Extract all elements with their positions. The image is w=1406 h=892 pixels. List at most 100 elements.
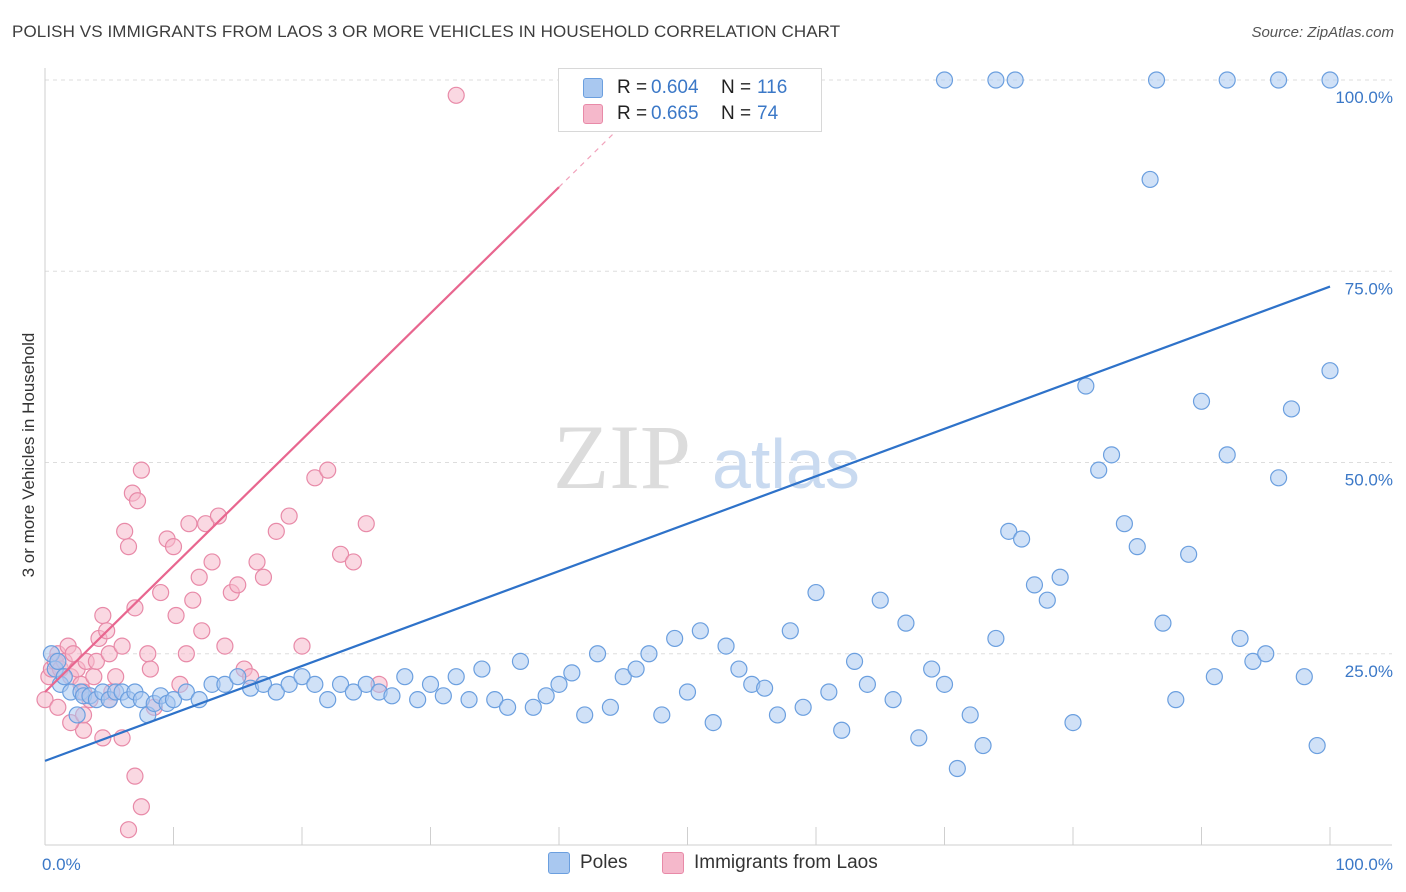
y-tick-label: 50.0% <box>1345 471 1393 490</box>
poles-point <box>396 668 414 686</box>
watermark: ZIP atlas <box>553 406 860 508</box>
poles-point <box>1102 446 1121 464</box>
poles-point <box>1147 71 1166 89</box>
poles-point <box>1269 71 1288 89</box>
legend-item-laos: Immigrants from Laos <box>662 852 878 874</box>
laos-point <box>128 492 147 510</box>
poles-point <box>524 698 542 716</box>
n-label: N = <box>721 77 752 98</box>
poles-point <box>1321 362 1339 380</box>
axes <box>44 68 1392 846</box>
poles-point <box>319 691 337 709</box>
laos-point <box>209 507 228 525</box>
poles-point <box>1025 576 1044 594</box>
poles-point <box>1269 469 1288 487</box>
n-label: N = <box>721 103 752 124</box>
poles-point <box>871 591 889 609</box>
series-legend: Poles Immigrants from Laos <box>0 852 1406 876</box>
y-tick-label: 25.0% <box>1345 662 1393 681</box>
poles-point <box>1295 668 1313 686</box>
poles-point <box>1090 461 1108 479</box>
poles-point <box>254 675 273 693</box>
poles-point <box>948 759 966 778</box>
poles-point <box>447 668 465 686</box>
poles-point <box>55 668 73 686</box>
poles-point <box>884 691 902 709</box>
poles-point <box>331 675 350 693</box>
poles-legend-swatch <box>548 852 570 874</box>
y-axis-label: 3 or more Vehicles in Household <box>19 333 38 578</box>
poles-point <box>511 652 530 671</box>
r-value: 0.665 <box>651 103 699 124</box>
poles-point <box>640 645 658 663</box>
laos-point <box>267 522 285 540</box>
legend-row-laos: R = 0.665 N = 74 <box>583 102 778 126</box>
x-tick-label: 0.0% <box>42 855 81 874</box>
poles-point <box>216 675 234 693</box>
r-label: R = <box>617 77 648 98</box>
laos-point <box>119 821 138 839</box>
poles-point <box>666 629 684 648</box>
poles-point <box>781 622 799 640</box>
laos-point <box>49 698 67 716</box>
poles-point <box>499 698 517 716</box>
poles-point <box>563 664 581 682</box>
poles-point <box>164 691 183 709</box>
poles-point <box>833 721 851 739</box>
poles-point <box>1154 614 1172 632</box>
poles-point <box>974 736 992 755</box>
laos-point <box>306 469 324 487</box>
poles-point <box>1321 71 1339 89</box>
laos-point <box>203 553 221 571</box>
watermark-atlas: atlas <box>712 425 860 503</box>
laos-point <box>139 645 157 663</box>
laos-point <box>357 515 375 533</box>
poles-point <box>190 691 208 709</box>
poles-point <box>987 71 1005 89</box>
poles-point <box>1231 629 1249 648</box>
poles-point <box>704 713 722 732</box>
poles-point <box>421 675 440 693</box>
poles-point <box>627 660 645 678</box>
poles-point <box>576 706 594 724</box>
laos-point <box>331 545 350 563</box>
laos-point <box>280 507 298 525</box>
laos-point <box>87 652 106 671</box>
laos-legend-swatch <box>662 852 684 874</box>
poles-point <box>537 687 555 705</box>
poles-point <box>730 660 748 678</box>
poles-point <box>601 698 620 716</box>
poles-point <box>473 660 491 678</box>
laos-point <box>132 798 150 816</box>
x-tick-label: 100.0% <box>1335 855 1393 874</box>
poles-point <box>1141 170 1159 189</box>
poles-point <box>486 691 504 709</box>
laos-point <box>184 591 202 609</box>
chart-title: POLISH VS IMMIGRANTS FROM LAOS 3 OR MORE… <box>12 22 841 41</box>
poles-point <box>987 629 1005 648</box>
poles-point <box>267 683 285 701</box>
legend-item-poles: Poles <box>548 852 628 874</box>
laos-point <box>119 538 138 556</box>
n-value: 74 <box>757 103 779 124</box>
poles-point <box>460 691 478 709</box>
correlation-legend: R = 0.604 N = 116 R = 0.665 N = 74 <box>558 68 822 132</box>
poles-point <box>1006 71 1024 89</box>
poles-point <box>845 652 864 671</box>
poles-point <box>357 675 375 693</box>
poles-point <box>717 637 735 655</box>
poles-point <box>691 622 709 640</box>
poles-point <box>409 691 427 709</box>
poles-point <box>678 683 697 701</box>
poles-point <box>344 683 362 701</box>
poles-point <box>910 729 928 747</box>
laos-point <box>180 515 198 533</box>
r-label: R = <box>617 103 648 124</box>
laos-point <box>193 622 211 640</box>
n-value: 116 <box>757 77 788 98</box>
poles-point <box>68 706 86 724</box>
r-value: 0.604 <box>651 77 699 98</box>
poles-point <box>794 698 812 716</box>
poles-point <box>1051 568 1069 586</box>
poles-point <box>1282 400 1301 418</box>
